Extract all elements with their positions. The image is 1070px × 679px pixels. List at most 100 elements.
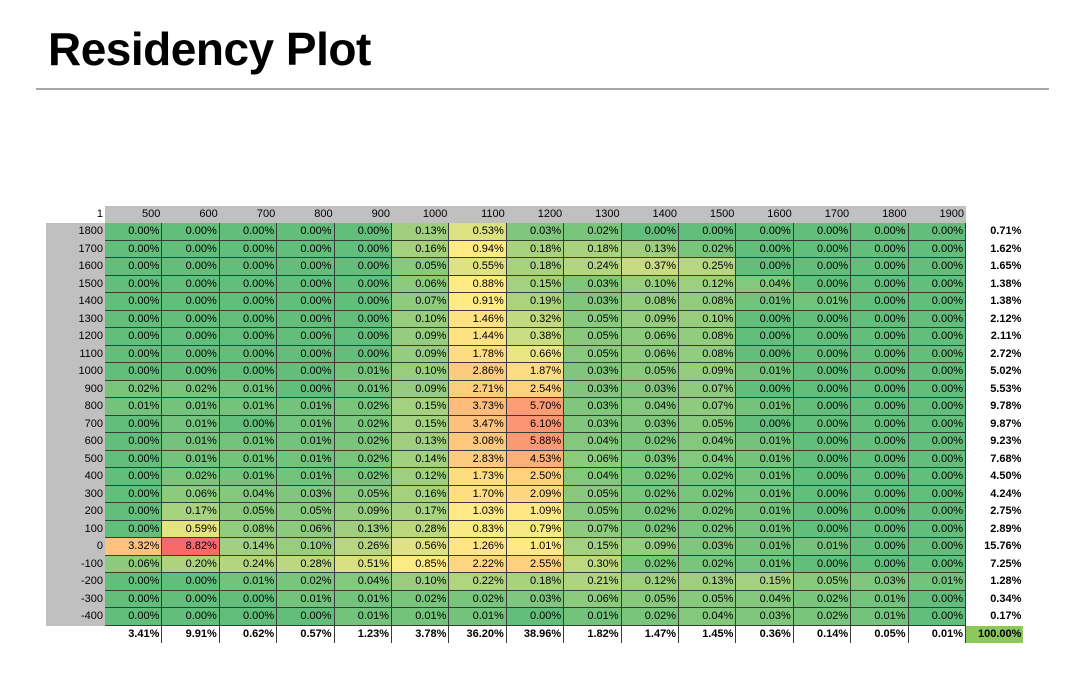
heatmap-cell: 0.00%	[908, 363, 966, 381]
heatmap-cell: 0.08%	[219, 520, 278, 538]
heatmap-cell: 0.01%	[277, 590, 335, 608]
heatmap-cell: 0.01%	[851, 608, 909, 626]
heatmap-cell: 0.00%	[793, 433, 852, 451]
heatmap-cell: 0.00%	[277, 380, 335, 398]
heatmap-cell: 0.03%	[506, 590, 565, 608]
row-total: 2.75%	[990, 505, 1022, 517]
y-tick-label: 200	[46, 503, 105, 521]
heatmap-cell: 0.00%	[277, 258, 335, 276]
row-total: 7.25%	[990, 557, 1022, 570]
heatmap-cell: 0.16%	[392, 240, 450, 258]
heatmap-cell: 1.03%	[449, 503, 507, 521]
heatmap-cell: 0.09%	[679, 363, 737, 381]
heatmap-cell: 0.00%	[908, 520, 966, 538]
heatmap-cell: 0.00%	[793, 258, 852, 276]
heatmap-cell: 0.00%	[793, 450, 852, 468]
heatmap-cell: 2.09%	[506, 485, 565, 503]
heatmap-cell: 0.55%	[449, 258, 507, 276]
heatmap-cell: 0.01%	[219, 450, 278, 468]
heatmap-cell: 0.01%	[736, 293, 794, 311]
heatmap-cell: 0.00%	[334, 258, 392, 276]
heatmap-cell: 0.04%	[219, 485, 278, 503]
heatmap-cell: 0.04%	[621, 398, 679, 416]
heatmap-cell: 0.08%	[679, 345, 737, 363]
heatmap-cell: 2.54%	[506, 380, 565, 398]
row-total: 5.02%	[990, 365, 1022, 377]
heatmap-cell: 0.05%	[277, 503, 335, 521]
column-total: 1.47%	[622, 625, 679, 643]
heatmap-cell: 0.02%	[621, 608, 679, 626]
heatmap-cell: 0.00%	[334, 293, 392, 311]
heatmap-cell: 0.00%	[793, 555, 852, 573]
heatmap-cell: 0.00%	[908, 503, 966, 521]
heatmap-cell: 0.00%	[219, 240, 278, 258]
x-tick-label: 1300	[564, 206, 622, 223]
heatmap-cell: 2.22%	[449, 555, 507, 573]
heatmap-cell: 0.00%	[908, 223, 966, 241]
heatmap-cell: 0.00%	[851, 293, 909, 311]
heatmap-cell: 0.00%	[219, 363, 278, 381]
heatmap-cell: 0.00%	[793, 485, 852, 503]
y-tick-label: 900	[46, 380, 105, 398]
heatmap-cell: 0.00%	[277, 345, 335, 363]
heatmap-cell: 0.08%	[621, 293, 679, 311]
heatmap-cell: 0.00%	[851, 415, 909, 433]
row-total: 2.72%	[990, 347, 1022, 360]
y-tick-label: 1700	[46, 240, 105, 258]
heatmap-cell: 0.25%	[679, 258, 737, 276]
heatmap-cell: 0.00%	[851, 380, 909, 398]
heatmap-cell: 1.78%	[449, 345, 507, 363]
heatmap-cell: 0.01%	[334, 380, 392, 398]
column-total: 36.20%	[449, 625, 507, 643]
heatmap-cell: 0.01%	[334, 608, 392, 626]
heatmap-cell: 0.02%	[793, 590, 852, 608]
row-total: 9.87%	[990, 417, 1022, 430]
heatmap-cell: 0.00%	[162, 345, 220, 363]
heatmap-cell: 0.00%	[219, 345, 278, 363]
heatmap-cell: 0.37%	[621, 258, 679, 276]
heatmap-cell: 0.02%	[679, 503, 737, 521]
heatmap-cell: 0.07%	[564, 520, 622, 538]
heatmap-cell: 0.02%	[621, 503, 679, 521]
heatmap-cell: 0.00%	[793, 363, 852, 381]
heatmap-cell: 0.03%	[564, 275, 622, 293]
heatmap-cell: 0.00%	[162, 310, 220, 328]
heatmap-cell: 0.00%	[908, 538, 966, 556]
heatmap-cell: 0.09%	[334, 503, 392, 521]
heatmap-cell: 0.01%	[736, 450, 794, 468]
y-tick-label: 1000	[46, 363, 105, 381]
heatmap-cell: 0.00%	[793, 380, 852, 398]
heatmap-cell: 0.01%	[105, 398, 163, 416]
heatmap-cell: 0.01%	[277, 415, 335, 433]
heatmap-cell: 0.05%	[564, 310, 622, 328]
heatmap-cell: 0.05%	[621, 363, 679, 381]
heatmap-cell: 0.00%	[162, 275, 220, 293]
heatmap-cell: 0.00%	[793, 415, 852, 433]
heatmap-cell: 0.02%	[621, 520, 679, 538]
heatmap-cell: 0.03%	[621, 415, 679, 433]
heatmap-cell: 0.00%	[334, 345, 392, 363]
heatmap-cell: 0.00%	[277, 275, 335, 293]
heatmap-cell: 0.00%	[908, 468, 966, 486]
heatmap-cell: 0.10%	[392, 573, 450, 591]
heatmap-cell: 0.00%	[793, 240, 852, 258]
x-tick-label: 1000	[392, 206, 450, 223]
heatmap-cell: 0.00%	[219, 310, 278, 328]
heatmap-cell: 0.01%	[277, 433, 335, 451]
column-total: 9.91%	[162, 625, 220, 643]
heatmap-cell: 0.00%	[736, 240, 794, 258]
heatmap-cell: 0.00%	[105, 275, 163, 293]
heatmap-cell: 0.18%	[506, 240, 565, 258]
x-tick-label: 1100	[449, 206, 507, 223]
heatmap-cell: 1.44%	[449, 328, 507, 346]
heatmap-cell: 0.00%	[162, 328, 220, 346]
heatmap-cell: 0.00%	[105, 503, 163, 521]
heatmap-cell: 0.00%	[277, 240, 335, 258]
heatmap-cell: 0.18%	[506, 573, 565, 591]
heatmap-cell: 0.05%	[621, 590, 679, 608]
column-total: 0.57%	[277, 625, 335, 643]
heatmap-cell: 0.00%	[105, 363, 163, 381]
heatmap-cell: 0.00%	[793, 398, 852, 416]
heatmap-cell: 0.00%	[851, 485, 909, 503]
heatmap-cell: 0.18%	[564, 240, 622, 258]
